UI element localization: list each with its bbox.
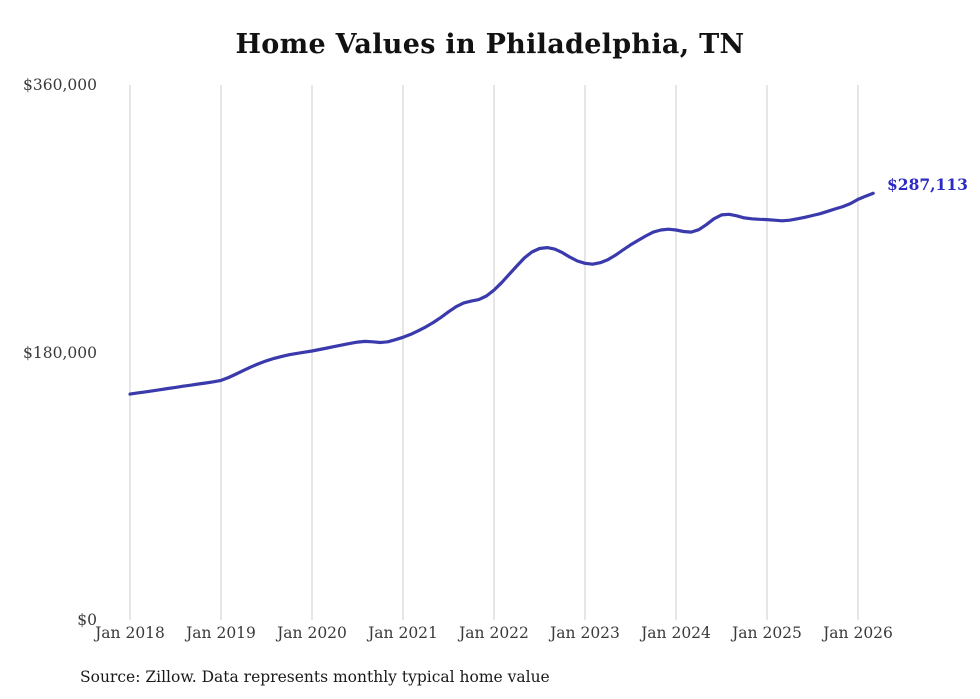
- x-axis-tick-label: Jan 2018: [95, 624, 165, 642]
- latest-value-label: $287,113: [887, 175, 968, 194]
- x-axis-tick-label: Jan 2021: [368, 624, 438, 642]
- x-axis-tick-label: Jan 2026: [823, 624, 893, 642]
- x-axis-tick-label: Jan 2020: [277, 624, 347, 642]
- y-axis-tick-label: $0: [77, 611, 97, 629]
- chart-title: Home Values in Philadelphia, TN: [235, 29, 745, 60]
- x-axis-tick-label: Jan 2019: [186, 624, 256, 642]
- x-axis-tick-label: Jan 2024: [641, 624, 711, 642]
- y-axis-tick-label: $360,000: [23, 76, 97, 94]
- source-note: Source: Zillow. Data represents monthly …: [80, 668, 550, 686]
- x-axis-tick-label: Jan 2022: [459, 624, 529, 642]
- y-axis-tick-label: $180,000: [23, 344, 97, 362]
- x-axis-tick-label: Jan 2025: [732, 624, 802, 642]
- x-axis-tick-label: Jan 2023: [550, 624, 620, 642]
